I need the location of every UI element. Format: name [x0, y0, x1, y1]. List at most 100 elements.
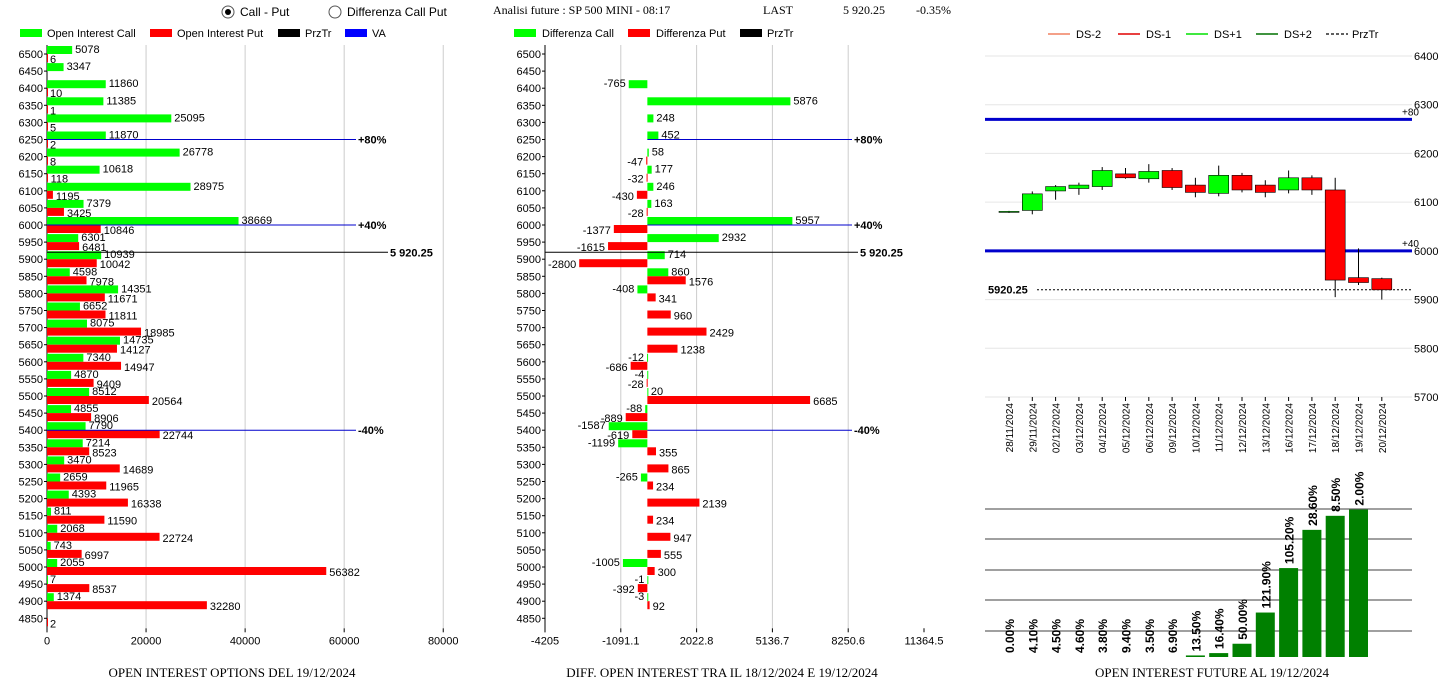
- c4-bar-label: 9.40%: [1120, 619, 1134, 653]
- c3-x-tick-label: 02/12/2024: [1052, 403, 1063, 453]
- c1-put-bar: [47, 515, 105, 524]
- c4-bar-label: 50.00%: [1236, 599, 1250, 640]
- c1-put-label: 8: [50, 157, 56, 169]
- c3-x-tick-label: 11/12/2024: [1215, 403, 1226, 453]
- c2-call-label: 5957: [795, 215, 819, 227]
- c3-y-tick-label: 6100: [1414, 197, 1438, 209]
- c4-bar-label: 6.90%: [1166, 619, 1180, 653]
- c1-put-bar: [47, 276, 87, 285]
- c3-candle: [1185, 184, 1206, 193]
- c1-call-bar: [47, 131, 106, 140]
- c2-call-label: 58: [652, 147, 664, 159]
- c1-call-bar: [47, 422, 86, 431]
- c1-put-label: 5: [50, 122, 56, 134]
- c1-strike-label: 5650: [19, 340, 43, 352]
- c2-put-label: -2800: [548, 259, 576, 271]
- c3-legend-ds+2: DS+2: [1284, 29, 1312, 41]
- c2-strike-label: 5450: [517, 408, 541, 420]
- c1-put-label: 16338: [131, 499, 162, 511]
- c1-call-bar: [47, 456, 65, 465]
- candlestick-chart: DS-2 DS-1 DS+1 DS+2 PrzTr 6400 6300 6200 61…: [985, 29, 1438, 453]
- c3-candle: [1371, 278, 1393, 291]
- c3-candle: [1091, 170, 1113, 187]
- c2-strike-label: 5950: [517, 237, 541, 249]
- c1-call-label: 4855: [74, 403, 98, 415]
- c2-call-label: 714: [668, 249, 686, 261]
- c2-call-label: 248: [656, 112, 674, 124]
- c2-call-bar: [618, 439, 648, 448]
- c1-call-label: 4870: [74, 369, 98, 381]
- c1-strike-label: 5700: [19, 323, 43, 335]
- c1-strike-label: 5500: [19, 391, 43, 403]
- c1-strike-label: 6250: [19, 135, 43, 147]
- c2-put-bar: [637, 584, 648, 593]
- c3-legend-ds-2: DS-2: [1076, 29, 1101, 41]
- c4-bar-label: 4.60%: [1073, 619, 1087, 653]
- c1-put-label: 1195: [56, 191, 80, 203]
- c2-put-bar: [647, 276, 686, 285]
- c1-put-label: 20564: [152, 396, 183, 408]
- c1-strike-label: 5150: [19, 511, 43, 523]
- c1-put-bar: [47, 173, 48, 182]
- c1-strike-label: 6000: [19, 220, 43, 232]
- c2-strike-label: 6200: [517, 152, 541, 164]
- c2-put-label: -28: [628, 208, 644, 220]
- c2-put-bar: [647, 515, 654, 524]
- c2-strike-label: 6400: [517, 83, 541, 95]
- c2-strike-label: 6100: [517, 186, 541, 198]
- open-interest-options-chart: Open Interest Call Open Interest Put Prz…: [19, 28, 459, 680]
- c2-level-label: +40%: [854, 220, 883, 232]
- c1-call-bar: [47, 268, 70, 277]
- c1-legend-put: Open Interest Put: [177, 28, 263, 40]
- c4-bar-label: 16.40%: [1213, 608, 1227, 649]
- c1-call-label: 7214: [86, 437, 110, 449]
- c2-put-label: -889: [601, 413, 623, 425]
- c1-legend: Open Interest Call Open Interest Put Prz…: [20, 28, 387, 40]
- c1-strike-label: 5300: [19, 459, 43, 471]
- radio-differenza-call-put[interactable]: Differenza Call Put: [328, 5, 447, 19]
- c3-level-label: +80: [1402, 107, 1419, 118]
- c2-strike-label: 5900: [517, 254, 541, 266]
- c2-call-label: -1005: [592, 557, 620, 569]
- c2-legend-prztr: PrzTr: [767, 28, 794, 40]
- c2-put-label: 92: [653, 601, 665, 613]
- c1-call-label: 14735: [123, 335, 154, 347]
- c4-bar: [1209, 653, 1229, 657]
- c4-bar-label: 0.00%: [1003, 619, 1017, 653]
- c2-call-label: -3: [635, 591, 645, 603]
- c1-call-bar: [47, 336, 120, 345]
- c2-put-label: -430: [612, 191, 634, 203]
- c1-strike-label: 4850: [19, 613, 43, 625]
- c4-bar-label: 4.50%: [1050, 619, 1064, 653]
- c3-candle: [1278, 177, 1299, 191]
- c4-bar: [1232, 643, 1252, 657]
- c1-strike-label: 5950: [19, 237, 43, 249]
- c2-call-bar: [628, 80, 648, 89]
- c4-title: OPEN INTEREST FUTURE AL 19/12/2024: [1095, 665, 1330, 680]
- c2-put-label: -32: [628, 174, 644, 186]
- radio-call-put[interactable]: Call - Put: [221, 5, 290, 19]
- c2-strike-label: 5750: [517, 306, 541, 318]
- c1-call-label: 14351: [121, 283, 152, 295]
- c3-x-tick-label: 04/12/2024: [1098, 403, 1109, 453]
- c1-call-bar: [47, 405, 72, 414]
- c1-call-label: 28975: [194, 181, 225, 193]
- c2-put-label: 341: [659, 293, 677, 305]
- c1-put-label: 9409: [97, 379, 121, 391]
- c2-strike-label: 5350: [517, 442, 541, 454]
- c1-put-label: 1: [50, 105, 56, 117]
- c1-put-bar: [47, 54, 48, 62]
- c2-strike-label: 5600: [517, 357, 541, 369]
- c3-candle: [1138, 171, 1160, 180]
- c1-put-label: 118: [51, 174, 69, 186]
- c2-put-label: -1377: [583, 225, 611, 237]
- c1-strike-label: 5850: [19, 271, 43, 283]
- c2-put-bar: [647, 293, 656, 302]
- c1-call-label: 8075: [90, 318, 114, 330]
- c4-bar: [1185, 655, 1205, 657]
- change-value: -0.35%: [916, 3, 951, 17]
- c2-strike-label: 6350: [517, 100, 541, 112]
- c2-put-bar: [646, 378, 648, 387]
- c2-put-bar: [646, 156, 648, 165]
- c1-put-label: 8906: [94, 413, 118, 425]
